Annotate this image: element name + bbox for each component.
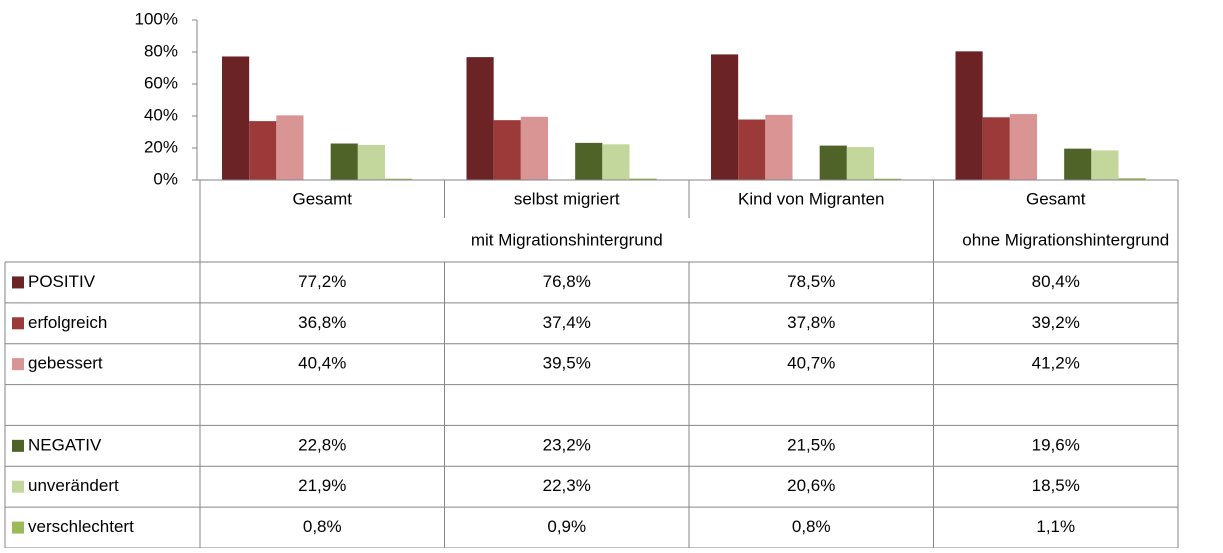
legend-label: NEGATIV xyxy=(28,435,102,454)
bar xyxy=(711,54,739,180)
bar xyxy=(602,144,630,180)
table-cell: 80,4% xyxy=(1032,272,1080,291)
table-cell: 20,6% xyxy=(787,476,835,495)
bar xyxy=(222,56,250,181)
x-tick-label: Kind von Migranten xyxy=(738,189,884,208)
y-tick-label: 60% xyxy=(144,73,178,92)
x-tick-label: selbst migriert xyxy=(514,189,620,208)
bar xyxy=(738,119,766,180)
table-cell: 39,5% xyxy=(543,354,591,373)
bar xyxy=(520,116,549,180)
table-cell: 39,2% xyxy=(1032,313,1080,332)
table-cell: 22,3% xyxy=(543,476,591,495)
bar xyxy=(276,115,304,180)
bar xyxy=(982,117,1010,180)
table-cell: 41,2% xyxy=(1032,354,1080,373)
bar xyxy=(466,57,494,181)
table-cell: 76,8% xyxy=(543,272,591,291)
x-tick-label: Gesamt xyxy=(1026,189,1086,208)
bar xyxy=(955,51,983,180)
table-cell: 22,8% xyxy=(298,435,346,454)
table-cell: 36,8% xyxy=(298,313,346,332)
table-cell: 78,5% xyxy=(787,272,835,291)
bar xyxy=(330,143,358,180)
bar xyxy=(1009,114,1038,180)
bar xyxy=(357,144,386,180)
legend-swatch xyxy=(12,317,24,330)
table-cell: 37,8% xyxy=(787,313,835,332)
bar xyxy=(765,114,793,180)
table-cell: 23,2% xyxy=(543,435,591,454)
bar xyxy=(1091,150,1119,180)
legend-swatch xyxy=(12,439,24,452)
legend-swatch xyxy=(12,358,24,371)
table-cell: 18,5% xyxy=(1032,476,1080,495)
table-cell: 0,9% xyxy=(547,517,586,536)
bar xyxy=(249,121,277,180)
group-label: mit Migrationshintergrund xyxy=(471,230,663,249)
bar xyxy=(493,120,521,180)
bar xyxy=(385,178,413,180)
y-tick-label: 0% xyxy=(153,169,178,188)
bar xyxy=(575,142,603,180)
x-tick-label: Gesamt xyxy=(292,189,352,208)
bar xyxy=(874,178,902,180)
table-cell: 21,9% xyxy=(298,476,346,495)
legend-swatch xyxy=(12,521,24,534)
y-tick-label: 80% xyxy=(144,41,178,60)
legend-label: verschlechtert xyxy=(28,517,134,536)
y-tick-label: 20% xyxy=(144,137,178,156)
table-cell: 37,4% xyxy=(543,313,591,332)
table-cell: 21,5% xyxy=(787,435,835,454)
bar xyxy=(1118,178,1146,180)
bar xyxy=(846,147,875,180)
legend-swatch xyxy=(12,276,24,289)
table-cell: 0,8% xyxy=(792,517,831,536)
y-tick-label: 100% xyxy=(135,9,178,28)
bar xyxy=(819,145,847,180)
table-cell: 0,8% xyxy=(303,517,342,536)
y-tick-label: 40% xyxy=(144,105,178,124)
legend-label: unverändert xyxy=(28,476,119,495)
legend-label: gebessert xyxy=(28,354,103,373)
legend-label: erfolgreich xyxy=(28,313,107,332)
bar xyxy=(629,178,657,180)
group-label: ohne Migrationshintergrund xyxy=(962,230,1169,249)
table-cell: 77,2% xyxy=(298,272,346,291)
table-cell: 40,7% xyxy=(787,354,835,373)
legend-swatch xyxy=(12,480,24,493)
table-cell: 19,6% xyxy=(1032,435,1080,454)
table-cell: 1,1% xyxy=(1036,517,1075,536)
bar xyxy=(1064,148,1092,180)
legend-label: POSITIV xyxy=(28,272,96,291)
table-cell: 40,4% xyxy=(298,354,346,373)
